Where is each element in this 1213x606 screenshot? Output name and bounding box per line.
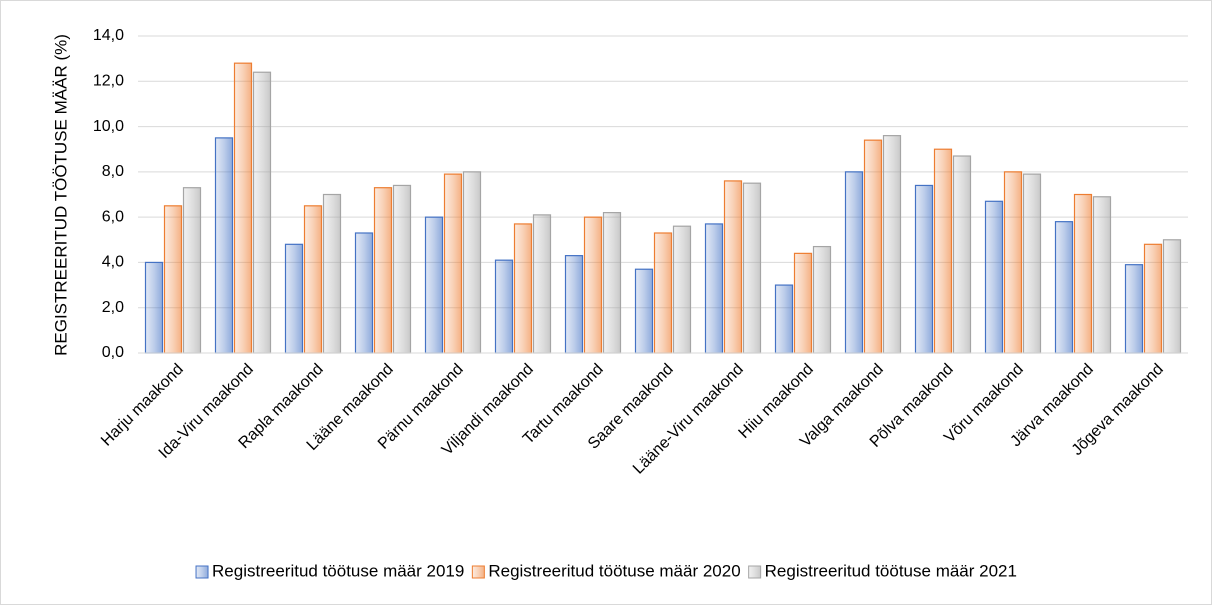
bar	[564, 255, 584, 354]
legend-swatch	[471, 565, 485, 579]
bar	[742, 182, 762, 354]
y-tick-label: 8,0	[102, 163, 124, 180]
bar	[863, 139, 883, 354]
bar	[284, 243, 304, 354]
bar	[812, 245, 832, 354]
bar	[233, 62, 253, 354]
legend-swatch	[748, 565, 762, 579]
y-tick-label: 12,0	[93, 73, 124, 90]
bar	[793, 252, 813, 354]
bar	[952, 155, 972, 354]
bar	[354, 232, 374, 354]
bar	[1143, 243, 1163, 354]
bar	[672, 225, 692, 354]
bar	[462, 171, 482, 354]
bar	[583, 216, 603, 354]
bar	[424, 216, 444, 354]
bar	[1054, 221, 1074, 354]
bar	[392, 184, 412, 354]
y-tick-label: 4,0	[102, 254, 124, 271]
bar	[144, 261, 164, 354]
bar	[723, 180, 743, 354]
bar	[182, 187, 202, 354]
legend-label: Registreeritud töötuse määr 2021	[765, 561, 1017, 580]
legend-label: Registreeritud töötuse määr 2019	[212, 561, 464, 580]
bar	[1073, 193, 1093, 354]
y-tick-label: 0,0	[102, 344, 124, 361]
bar	[1022, 173, 1042, 354]
bar	[443, 173, 463, 354]
bar	[322, 193, 342, 354]
bar	[984, 200, 1004, 354]
bar	[303, 205, 323, 354]
bar	[634, 268, 654, 354]
bar	[373, 187, 393, 354]
bar	[532, 214, 552, 354]
bar	[653, 232, 673, 354]
bar	[844, 171, 864, 354]
bar	[1162, 239, 1182, 354]
bar	[252, 71, 272, 354]
bar	[933, 148, 953, 354]
bar	[163, 205, 183, 354]
legend-swatch	[195, 565, 209, 579]
bar	[513, 223, 533, 354]
y-axis-title: REGISTREERITUD TÖÖTUSE MÄÄR (%)	[51, 34, 70, 356]
y-tick-label: 2,0	[102, 299, 124, 316]
y-tick-label: 14,0	[93, 27, 124, 44]
bar	[1124, 264, 1144, 354]
bar	[704, 223, 724, 354]
bar	[1003, 171, 1023, 354]
bar	[1092, 196, 1112, 354]
legend-label: Registreeritud töötuse määr 2020	[488, 561, 740, 580]
bar	[214, 137, 234, 354]
bar	[494, 259, 514, 354]
bar	[914, 184, 934, 354]
bar	[602, 212, 622, 354]
y-tick-label: 6,0	[102, 208, 124, 225]
bar	[882, 135, 902, 354]
y-tick-label: 10,0	[93, 118, 124, 135]
bar	[774, 284, 794, 354]
legend: Registreeritud töötuse määr 2019 Registre…	[195, 561, 1017, 580]
